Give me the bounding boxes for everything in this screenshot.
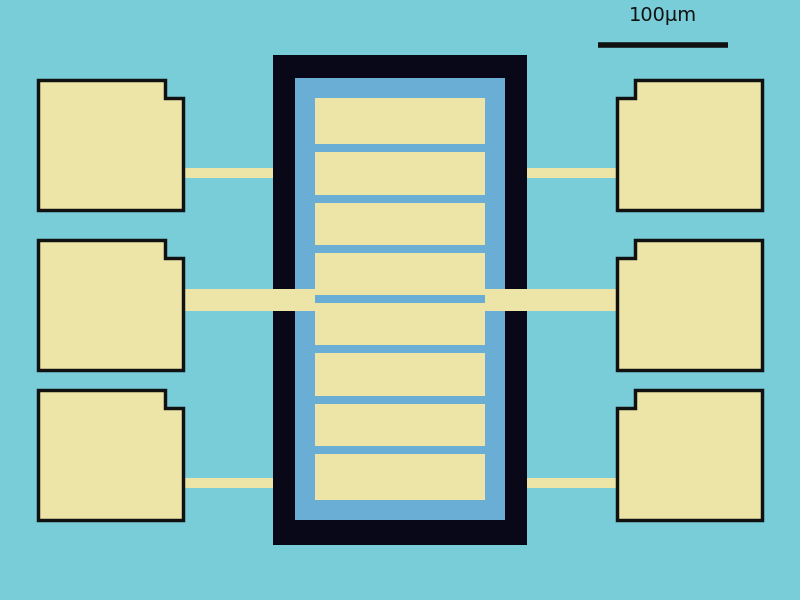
Bar	[315, 194, 485, 202]
Bar	[485, 289, 617, 311]
Bar	[315, 144, 485, 152]
Bar	[183, 168, 273, 178]
Bar	[527, 168, 617, 178]
Polygon shape	[38, 390, 183, 520]
Polygon shape	[38, 80, 183, 210]
Bar	[315, 345, 485, 353]
Bar	[315, 245, 485, 253]
Polygon shape	[617, 390, 762, 520]
Bar	[315, 446, 485, 454]
Bar	[183, 478, 273, 488]
Polygon shape	[617, 240, 762, 370]
Bar	[315, 98, 485, 500]
Bar	[183, 289, 315, 311]
Text: 100μm: 100μm	[629, 6, 697, 25]
Bar	[315, 295, 485, 303]
Bar	[527, 478, 617, 488]
Polygon shape	[38, 240, 183, 370]
Bar	[315, 395, 485, 403]
Polygon shape	[617, 80, 762, 210]
Bar	[295, 78, 505, 520]
Bar	[273, 55, 527, 545]
